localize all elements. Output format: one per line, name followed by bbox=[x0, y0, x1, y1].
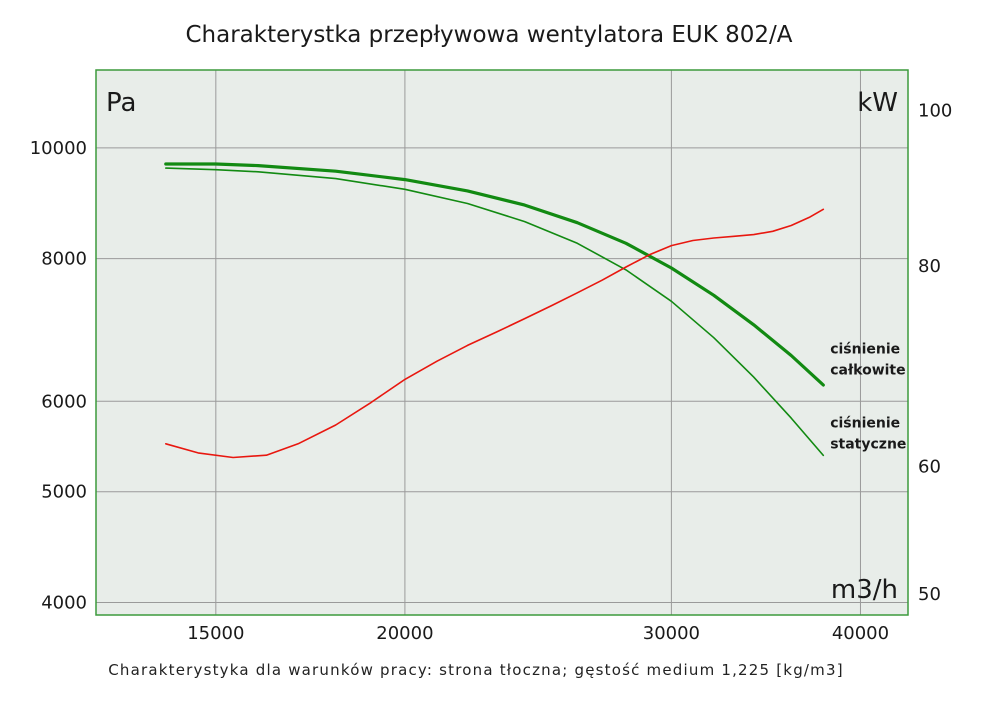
annotation-label: ciśnienie bbox=[830, 342, 900, 358]
y-right-tick-label: 80 bbox=[918, 256, 941, 277]
y-left-tick-label: 5000 bbox=[41, 482, 87, 503]
y-right-unit: kW bbox=[857, 88, 898, 118]
y-left-tick-label: 4000 bbox=[41, 592, 87, 613]
plot-frame bbox=[95, 69, 909, 616]
tick-labels: 15000 20000 30000 40000 10000 8000 6000 5000 400… bbox=[30, 101, 953, 644]
plot-background bbox=[96, 70, 908, 615]
x-tick-label: 15000 bbox=[187, 623, 244, 644]
y-left-tick-label: 8000 bbox=[41, 249, 87, 270]
annotation-label: statyczne bbox=[830, 437, 906, 453]
x-tick-label: 20000 bbox=[376, 623, 433, 644]
y-right-tick-label: 100 bbox=[918, 101, 952, 122]
x-tick-label: 30000 bbox=[643, 623, 700, 644]
series-line-2 bbox=[165, 208, 825, 459]
y-left-tick-label: 10000 bbox=[30, 138, 87, 159]
annotations: ciśnienie całkowite ciśnienie statyczne bbox=[830, 342, 906, 453]
series-layer bbox=[164, 162, 825, 459]
y-right-tick-label: 60 bbox=[918, 457, 941, 478]
series-line-1 bbox=[165, 167, 825, 457]
x-unit: m3/h bbox=[831, 575, 898, 605]
y-left-unit: Pa bbox=[106, 88, 136, 118]
grid bbox=[96, 70, 908, 615]
annotation-label: całkowite bbox=[830, 363, 905, 379]
y-left-tick-label: 6000 bbox=[41, 391, 87, 412]
series-line-0 bbox=[164, 162, 825, 387]
y-right-tick-label: 50 bbox=[918, 584, 941, 605]
chart-title: Charakterystka przepływowa wentylatora E… bbox=[185, 22, 792, 48]
chart-footer: Charakterystyka dla warunków pracy: stro… bbox=[108, 661, 844, 679]
annotation-label: ciśnienie bbox=[830, 416, 900, 432]
x-tick-label: 40000 bbox=[832, 623, 889, 644]
